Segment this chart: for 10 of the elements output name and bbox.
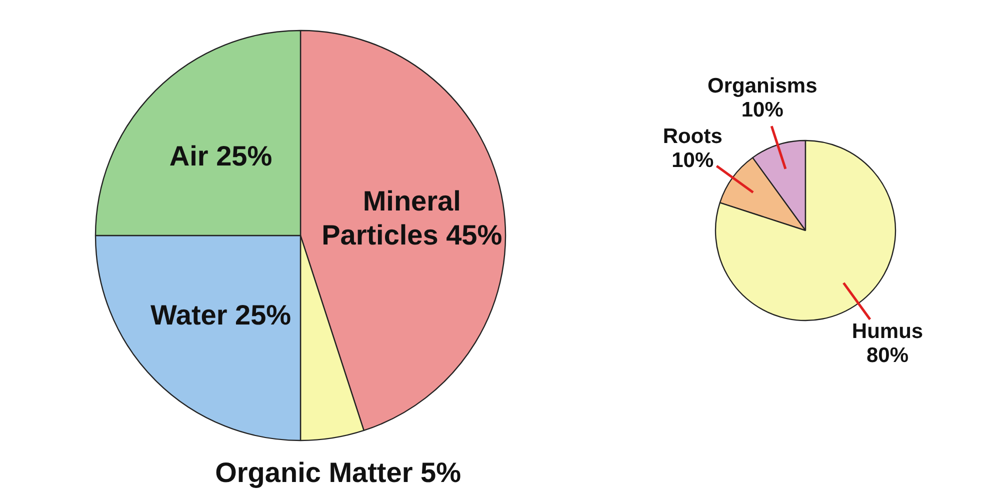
- slice-label: Humus: [852, 320, 924, 343]
- slice-label: Organisms: [708, 74, 818, 98]
- data-label: 80%: [866, 344, 909, 367]
- data-label: 10%: [741, 98, 784, 122]
- slice-label: Air 25%: [169, 140, 272, 172]
- slice-label: Mineral Particles 45%: [322, 185, 502, 250]
- data-label: 10%: [672, 149, 714, 172]
- slice-label: Organic Matter 5%: [215, 457, 462, 488]
- slice-label: Roots: [662, 124, 722, 148]
- slice-label: Water 25%: [150, 300, 292, 331]
